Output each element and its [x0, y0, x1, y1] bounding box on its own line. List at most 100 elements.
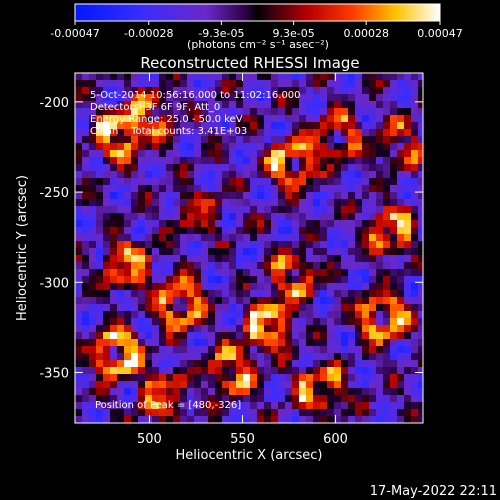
- heatmap-cell: [390, 206, 398, 214]
- heatmap-cell: [138, 332, 146, 340]
- heatmap-cell: [166, 248, 174, 256]
- heatmap-cell: [138, 318, 146, 326]
- heatmap-cell: [383, 290, 391, 298]
- heatmap-cell: [215, 269, 223, 277]
- heatmap-cell: [194, 199, 202, 207]
- heatmap-cell: [138, 122, 146, 130]
- heatmap-cell: [124, 290, 132, 298]
- heatmap-cell: [82, 325, 90, 333]
- heatmap-cell: [327, 171, 335, 179]
- heatmap-cell: [180, 353, 188, 361]
- heatmap-cell: [124, 220, 132, 228]
- heatmap-cell: [257, 136, 265, 144]
- heatmap-cell: [285, 353, 293, 361]
- heatmap-cell: [145, 353, 153, 361]
- heatmap-cell: [257, 227, 265, 235]
- heatmap-cell: [229, 276, 237, 284]
- heatmap-cell: [145, 339, 153, 347]
- heatmap-cell: [362, 94, 370, 102]
- heatmap-cell: [131, 122, 139, 130]
- heatmap-cell: [138, 325, 146, 333]
- heatmap-cell: [96, 220, 104, 228]
- heatmap-cell: [131, 80, 139, 88]
- heatmap-cell: [82, 234, 90, 242]
- heatmap-cell: [201, 395, 209, 403]
- heatmap-cell: [264, 227, 272, 235]
- heatmap-cell: [138, 248, 146, 256]
- heatmap-cell: [397, 297, 405, 305]
- heatmap-cell: [257, 101, 265, 109]
- heatmap-cell: [117, 290, 125, 298]
- heatmap-cell: [180, 269, 188, 277]
- heatmap-cell: [222, 311, 230, 319]
- heatmap-cell: [159, 150, 167, 158]
- peak-position-label: Position of Peak = [480,-326]: [95, 400, 241, 411]
- heatmap-cell: [334, 269, 342, 277]
- heatmap-cell: [369, 262, 377, 270]
- heatmap-cell: [222, 122, 230, 130]
- heatmap-cell: [257, 346, 265, 354]
- heatmap-cell: [124, 199, 132, 207]
- heatmap-cell: [327, 339, 335, 347]
- heatmap-cell: [138, 255, 146, 263]
- heatmap-cell: [138, 206, 146, 214]
- heatmap-cell: [376, 101, 384, 109]
- heatmap-cell: [236, 199, 244, 207]
- heatmap-cell: [327, 150, 335, 158]
- heatmap-cell: [271, 241, 279, 249]
- heatmap-cell: [89, 381, 97, 389]
- heatmap-cell: [187, 101, 195, 109]
- heatmap-cell: [334, 150, 342, 158]
- heatmap-cell: [152, 164, 160, 172]
- heatmap-cell: [208, 150, 216, 158]
- heatmap-cell: [285, 213, 293, 221]
- heatmap-cell: [89, 248, 97, 256]
- heatmap-cell: [327, 157, 335, 165]
- heatmap-cell: [278, 374, 286, 382]
- heatmap-cell: [236, 290, 244, 298]
- heatmap-cell: [222, 164, 230, 172]
- heatmap-cell: [271, 367, 279, 375]
- heatmap-cell: [82, 192, 90, 200]
- heatmap-cell: [369, 290, 377, 298]
- heatmap-cell: [264, 206, 272, 214]
- heatmap-cell: [159, 339, 167, 347]
- heatmap-cell: [131, 353, 139, 361]
- y-tick-label: -250: [39, 186, 69, 201]
- heatmap-cell: [201, 129, 209, 137]
- heatmap-cell: [89, 101, 97, 109]
- heatmap-cell: [96, 409, 104, 417]
- heatmap-cell: [138, 199, 146, 207]
- heatmap-cell: [264, 346, 272, 354]
- heatmap-cell: [341, 192, 349, 200]
- heatmap-cell: [96, 269, 104, 277]
- heatmap-cell: [397, 185, 405, 193]
- heatmap-cell: [152, 360, 160, 368]
- heatmap-cell: [418, 136, 423, 144]
- heatmap-cell: [299, 304, 307, 312]
- heatmap-cell: [264, 304, 272, 312]
- heatmap-cell: [411, 80, 419, 88]
- heatmap-cell: [173, 206, 181, 214]
- heatmap-cell: [110, 339, 118, 347]
- heatmap-cell: [82, 129, 90, 137]
- heatmap-cell: [236, 164, 244, 172]
- heatmap-cell: [334, 178, 342, 186]
- heatmap-cell: [285, 367, 293, 375]
- heatmap-cell: [376, 388, 384, 396]
- heatmap-cell: [355, 360, 363, 368]
- heatmap-cell: [376, 374, 384, 382]
- heatmap-cell: [187, 262, 195, 270]
- heatmap-cell: [271, 374, 279, 382]
- heatmap-cell: [411, 213, 419, 221]
- heatmap-cell: [229, 248, 237, 256]
- heatmap-cell: [306, 416, 314, 423]
- heatmap-cell: [145, 290, 153, 298]
- heatmap-cell: [131, 262, 139, 270]
- heatmap-cell: [215, 381, 223, 389]
- heatmap-cell: [285, 129, 293, 137]
- heatmap-cell: [236, 304, 244, 312]
- heatmap-cell: [278, 318, 286, 326]
- heatmap-cell: [404, 339, 412, 347]
- heatmap-cell: [187, 318, 195, 326]
